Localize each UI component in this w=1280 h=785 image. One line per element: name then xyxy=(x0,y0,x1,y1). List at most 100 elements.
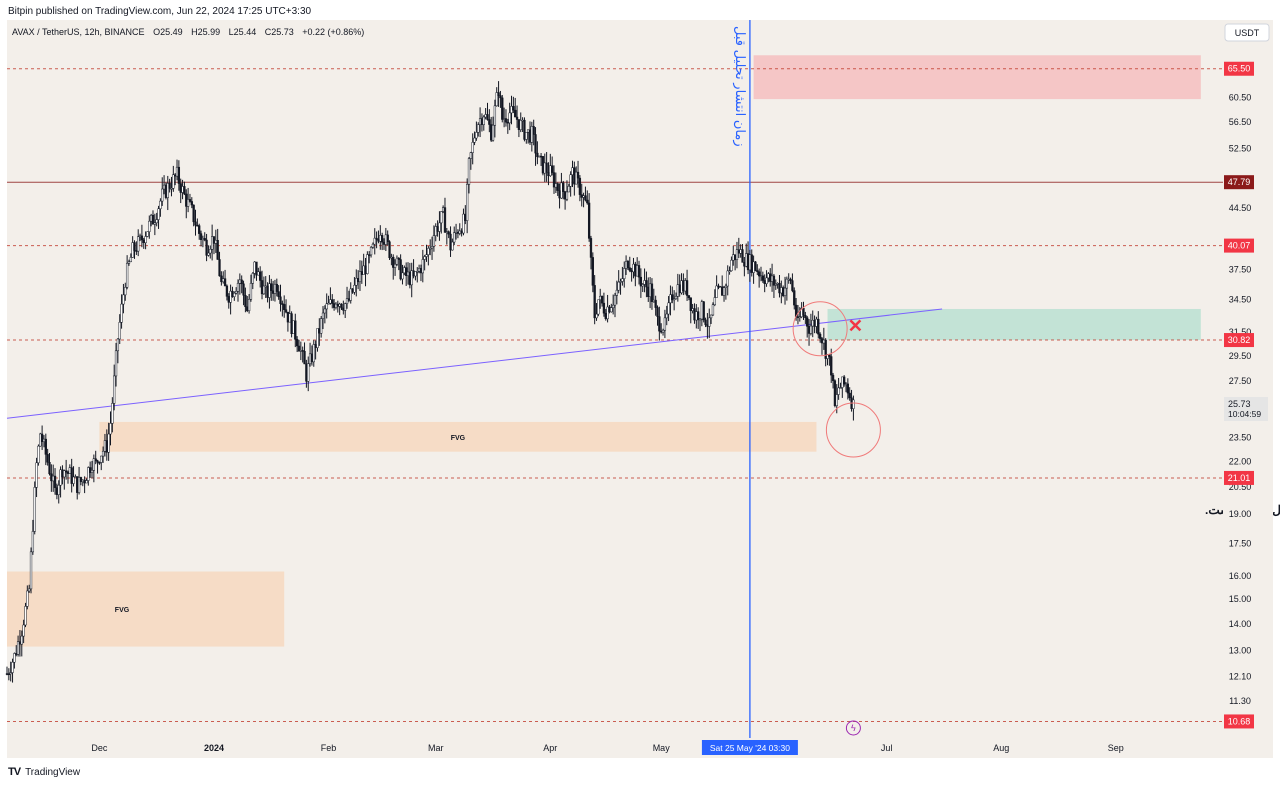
candle-body[interactable] xyxy=(334,303,338,308)
candle-body[interactable] xyxy=(325,303,328,310)
candle-body[interactable] xyxy=(645,280,648,288)
candle-body[interactable] xyxy=(785,278,789,289)
candle-body[interactable] xyxy=(190,201,193,206)
candle-body[interactable] xyxy=(375,237,378,240)
candle-body[interactable] xyxy=(573,167,576,185)
candle-body[interactable] xyxy=(116,338,120,352)
candle-body[interactable] xyxy=(451,241,454,251)
candle-body[interactable] xyxy=(307,363,310,382)
candle-body[interactable] xyxy=(417,268,421,272)
candle-body[interactable] xyxy=(225,285,229,297)
green-zone[interactable] xyxy=(827,308,1201,341)
candle-body[interactable] xyxy=(235,290,238,294)
candle-body[interactable] xyxy=(61,469,64,478)
candle-body[interactable] xyxy=(247,298,251,312)
candle-body[interactable] xyxy=(220,275,223,283)
candle-body[interactable] xyxy=(131,242,134,258)
candle-body[interactable] xyxy=(713,297,716,306)
candle-body[interactable] xyxy=(105,440,108,453)
candle-body[interactable] xyxy=(68,467,71,474)
candle-body[interactable] xyxy=(441,207,445,212)
candle-body[interactable] xyxy=(687,295,691,299)
candle-body[interactable] xyxy=(323,308,327,314)
candle-body[interactable] xyxy=(782,287,785,296)
candle-body[interactable] xyxy=(101,450,105,457)
candle-body[interactable] xyxy=(798,316,801,319)
candle-body[interactable] xyxy=(29,551,33,590)
candle-body[interactable] xyxy=(552,172,556,188)
candle-body[interactable] xyxy=(186,199,190,207)
candle-body[interactable] xyxy=(26,590,29,607)
candle-body[interactable] xyxy=(852,399,855,409)
candle-body[interactable] xyxy=(382,241,386,245)
candle-body[interactable] xyxy=(830,356,833,376)
candle-body[interactable] xyxy=(717,285,720,288)
candle-body[interactable] xyxy=(835,394,838,406)
candle-body[interactable] xyxy=(403,267,406,274)
candle-body[interactable] xyxy=(28,588,31,592)
candle-body[interactable] xyxy=(458,230,461,234)
candle-body[interactable] xyxy=(453,232,456,243)
candle-body[interactable] xyxy=(765,277,768,284)
candle-body[interactable] xyxy=(469,152,473,159)
candle-body[interactable] xyxy=(551,165,554,173)
candle-body[interactable] xyxy=(196,224,199,227)
candle-body[interactable] xyxy=(246,306,249,312)
candle-body[interactable] xyxy=(597,299,600,315)
candle-body[interactable] xyxy=(689,297,692,311)
candle-body[interactable] xyxy=(724,285,728,288)
candle-body[interactable] xyxy=(780,287,783,294)
candle-body[interactable] xyxy=(329,299,332,304)
candle-body[interactable] xyxy=(584,195,587,201)
candle-body[interactable] xyxy=(715,285,718,298)
candle-body[interactable] xyxy=(151,214,155,225)
candle-body[interactable] xyxy=(129,257,132,263)
candle-body[interactable] xyxy=(255,261,258,276)
candle-body[interactable] xyxy=(18,641,22,645)
candle-body[interactable] xyxy=(351,288,354,293)
candle-body[interactable] xyxy=(612,304,615,308)
candle-body[interactable] xyxy=(491,124,495,141)
candle-body[interactable] xyxy=(388,241,391,258)
candle-body[interactable] xyxy=(545,162,548,173)
candle-body[interactable] xyxy=(660,330,663,333)
candle-body[interactable] xyxy=(87,467,90,481)
candle-body[interactable] xyxy=(20,635,23,645)
candle-body[interactable] xyxy=(242,283,245,296)
candle-body[interactable] xyxy=(364,265,367,274)
candle-body[interactable] xyxy=(338,303,341,307)
candle-body[interactable] xyxy=(59,469,62,486)
candle-body[interactable] xyxy=(674,296,678,300)
candle-body[interactable] xyxy=(475,132,478,139)
candle-body[interactable] xyxy=(811,319,814,327)
candle-body[interactable] xyxy=(355,278,358,286)
candle-body[interactable] xyxy=(122,294,125,305)
candle-body[interactable] xyxy=(774,284,777,286)
candle-body[interactable] xyxy=(205,239,208,256)
candle-body[interactable] xyxy=(809,325,813,334)
candle-body[interactable] xyxy=(641,284,644,287)
candle-body[interactable] xyxy=(532,126,535,135)
candle-body[interactable] xyxy=(15,653,18,655)
candle-body[interactable] xyxy=(63,470,66,478)
candle-body[interactable] xyxy=(820,338,824,344)
candle-body[interactable] xyxy=(691,308,694,311)
candle-body[interactable] xyxy=(120,303,123,323)
candle-body[interactable] xyxy=(74,476,77,478)
candle-body[interactable] xyxy=(118,322,121,340)
candle-body[interactable] xyxy=(761,275,764,281)
candle-body[interactable] xyxy=(772,275,776,286)
candle-body[interactable] xyxy=(733,254,737,260)
candle-body[interactable] xyxy=(177,166,181,184)
candle-body[interactable] xyxy=(360,271,363,275)
trendline[interactable] xyxy=(6,308,943,419)
candle-body[interactable] xyxy=(490,124,493,141)
candle-body[interactable] xyxy=(347,298,351,301)
candle-body[interactable] xyxy=(349,288,352,301)
candle-body[interactable] xyxy=(756,270,759,273)
candle-body[interactable] xyxy=(728,270,731,273)
candle-body[interactable] xyxy=(358,271,362,283)
candle-body[interactable] xyxy=(113,375,116,404)
candle-body[interactable] xyxy=(750,254,753,273)
candle-body[interactable] xyxy=(46,454,49,463)
